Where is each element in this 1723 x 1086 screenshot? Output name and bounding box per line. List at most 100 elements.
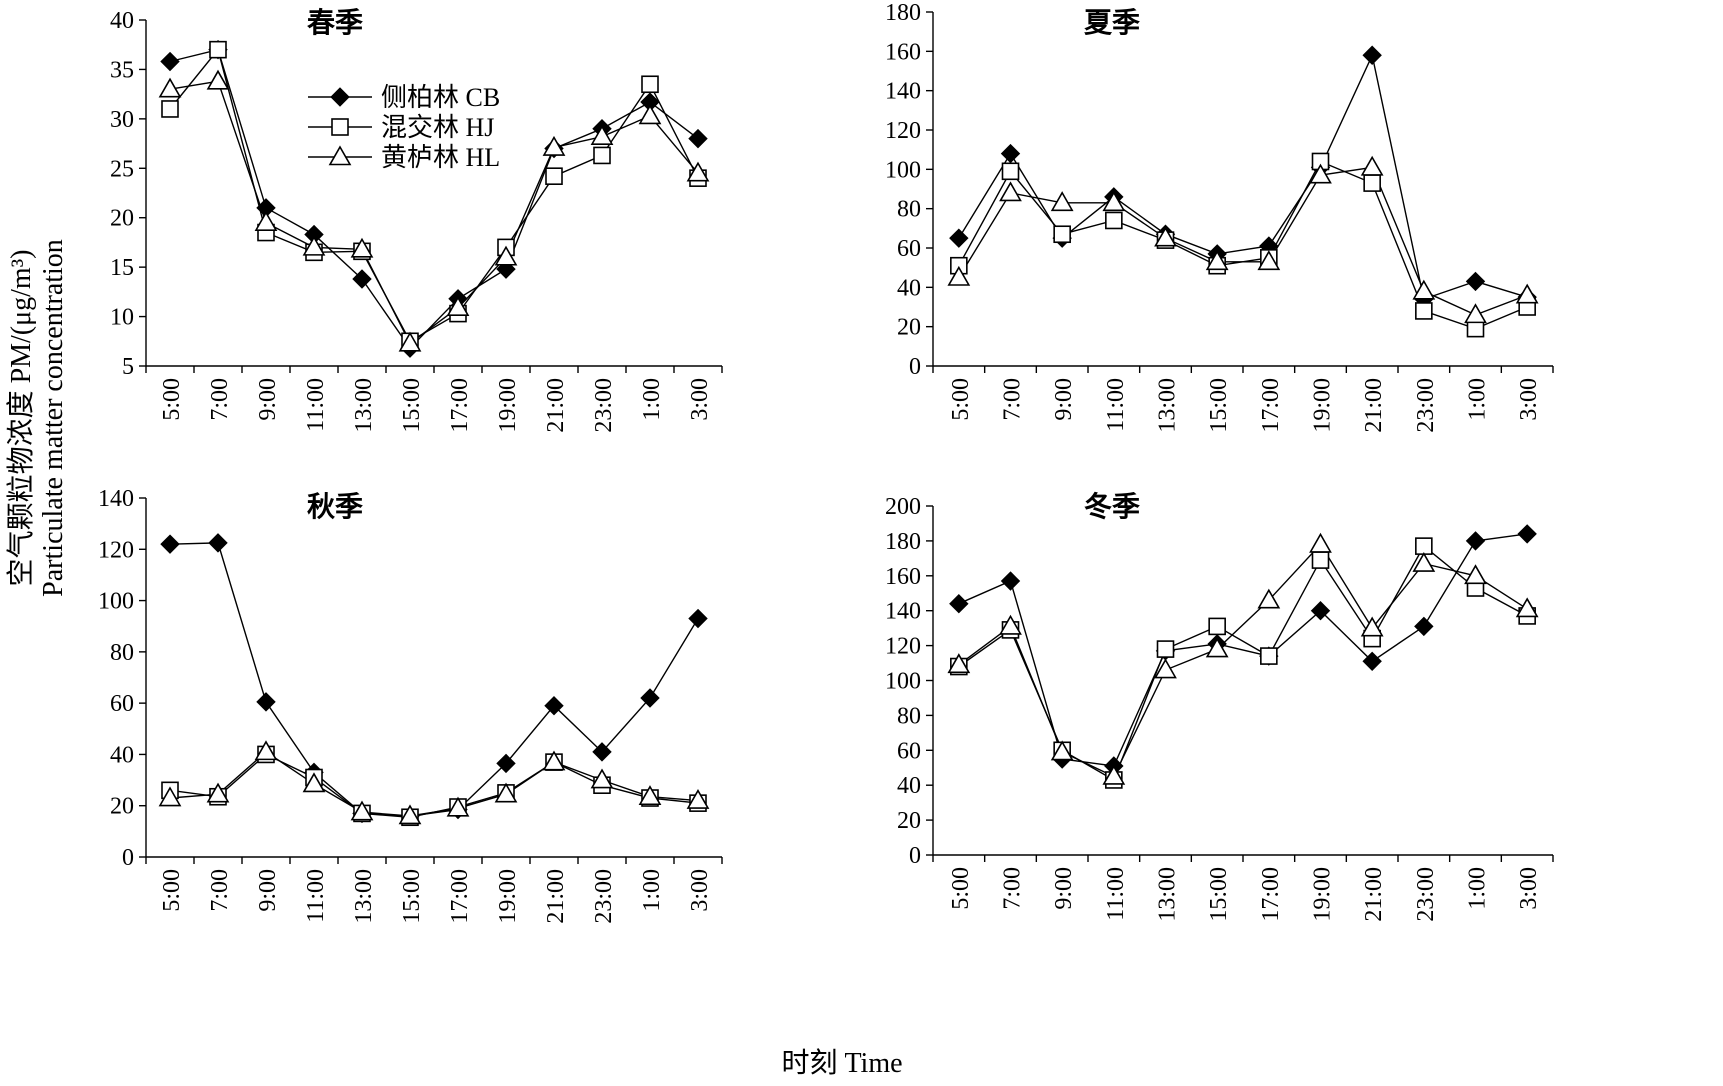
y-tick-label: 160	[885, 564, 921, 590]
x-tick-label: 11:00	[303, 869, 329, 923]
data-point-diamond	[949, 594, 969, 614]
y-tick-label: 40	[110, 8, 134, 34]
y-tick-label: 200	[885, 494, 921, 520]
data-point-diamond	[640, 688, 660, 708]
data-point-square	[161, 100, 179, 118]
y-tick-label: 100	[98, 589, 134, 615]
x-tick-label: 15:00	[399, 869, 425, 924]
data-point-diamond	[1310, 600, 1331, 621]
x-tick-label: 3:00	[1516, 378, 1542, 421]
data-point-triangle	[1412, 551, 1436, 572]
data-point-triangle	[350, 237, 374, 258]
x-tick-label: 7:00	[207, 378, 233, 421]
x-tick-label: 17:00	[1258, 867, 1284, 922]
y-tick-label: 25	[110, 156, 134, 182]
data-point-diamond	[1000, 143, 1021, 164]
data-point-square	[1415, 302, 1433, 320]
series-line-3	[169, 80, 699, 345]
data-point-triangle	[398, 331, 422, 352]
legend-entry-1: 侧柏林 CB	[308, 83, 500, 112]
y-tick-label: 160	[885, 39, 921, 65]
y-tick-label: 0	[909, 354, 921, 380]
y-tick-label: 40	[897, 275, 921, 301]
data-point-triangle	[1050, 191, 1074, 212]
y-tick-label: 60	[897, 236, 921, 262]
data-point-square	[1001, 162, 1020, 181]
x-tick-label: 21:00	[543, 869, 569, 924]
y-tick-label: 100	[885, 669, 921, 695]
y-tick-label: 20	[110, 794, 134, 820]
data-point-square	[1415, 537, 1433, 555]
x-tick-label: 13:00	[1155, 378, 1181, 433]
data-point-triangle	[158, 786, 182, 807]
data-point-triangle	[302, 772, 326, 793]
x-tick-label: 23:00	[591, 869, 617, 924]
data-point-triangle	[494, 782, 518, 803]
y-tick-label: 10	[110, 305, 134, 331]
y-tick-label: 140	[98, 486, 134, 512]
y-tick-label: 120	[98, 537, 134, 563]
x-tick-label: 21:00	[1361, 378, 1387, 433]
x-tick-label: 11:00	[1103, 867, 1129, 921]
data-point-triangle	[1515, 597, 1539, 618]
y-tick-label: 80	[897, 703, 921, 729]
data-point-triangle	[1464, 564, 1487, 585]
y-tick-label: 15	[110, 255, 134, 281]
data-point-square	[593, 146, 611, 165]
y-tick-label: 180	[885, 529, 921, 555]
y-tick-label: 60	[897, 738, 921, 764]
y-tick-label: 80	[897, 197, 921, 223]
data-point-square	[1156, 640, 1175, 658]
data-point-diamond	[949, 228, 969, 248]
data-point-square	[1208, 617, 1226, 636]
data-point-triangle	[590, 768, 614, 789]
panel-title: 冬季	[1084, 491, 1140, 523]
data-point-diamond	[160, 51, 180, 72]
y-tick-label: 80	[110, 640, 134, 666]
data-point-triangle	[542, 750, 566, 771]
data-point-diamond	[208, 533, 228, 553]
x-tick-label: 9:00	[255, 378, 281, 421]
x-tick-label: 15:00	[399, 378, 425, 433]
x-tick-label: 5:00	[159, 869, 185, 912]
y-axis-title-zh: 空气颗粒物浓度 PM/(μg/m³)	[5, 250, 37, 587]
data-point-triangle	[590, 125, 614, 145]
series-line-1	[169, 48, 699, 350]
x-tick-label: 19:00	[1310, 378, 1336, 433]
x-tick-label: 15:00	[1206, 867, 1232, 922]
y-tick-label: 140	[885, 79, 921, 105]
data-point-triangle	[999, 614, 1022, 635]
data-point-triangle	[999, 181, 1022, 202]
panel-title: 夏季	[1084, 7, 1140, 39]
x-tick-label: 17:00	[447, 378, 473, 433]
data-point-triangle	[1102, 191, 1126, 212]
x-tick-label: 11:00	[1103, 378, 1129, 432]
data-point-triangle	[446, 796, 470, 817]
data-point-diamond	[352, 269, 372, 289]
data-point-triangle	[350, 800, 374, 821]
legend-entry-2: 混交林 HJ	[308, 113, 494, 142]
legend-label: 黄栌林 HL	[381, 143, 500, 172]
data-point-diamond	[1362, 651, 1382, 672]
x-tick-label: 23:00	[1413, 378, 1439, 433]
x-tick-label: 7:00	[1000, 378, 1026, 421]
legend-label: 混交林 HJ	[381, 113, 494, 142]
series-line-3	[958, 543, 1528, 778]
x-tick-label: 5:00	[948, 378, 974, 421]
data-point-triangle	[1309, 163, 1332, 184]
data-point-diamond	[1465, 531, 1486, 551]
data-point-square	[545, 167, 563, 185]
legend-marker-square	[331, 118, 349, 136]
y-tick-label: 20	[897, 315, 921, 341]
chart-panels: 5 10 15 20 25 30 35 40 5:00 7:00 9:00 11:00 13:00 15:…	[98, 0, 1554, 924]
y-tick-label: 20	[897, 808, 921, 834]
panel-1: 5 10 15 20 25 30 35 40 5:00 7:00 9:00 11:00 13:00 15:…	[110, 7, 723, 433]
data-point-diamond	[592, 742, 612, 762]
data-point-triangle	[1257, 250, 1281, 271]
y-tick-label: 120	[885, 634, 921, 660]
y-tick-label: 40	[897, 773, 921, 799]
y-tick-label: 35	[110, 57, 134, 83]
data-point-triangle	[1360, 155, 1384, 176]
data-point-diamond	[1000, 571, 1021, 591]
